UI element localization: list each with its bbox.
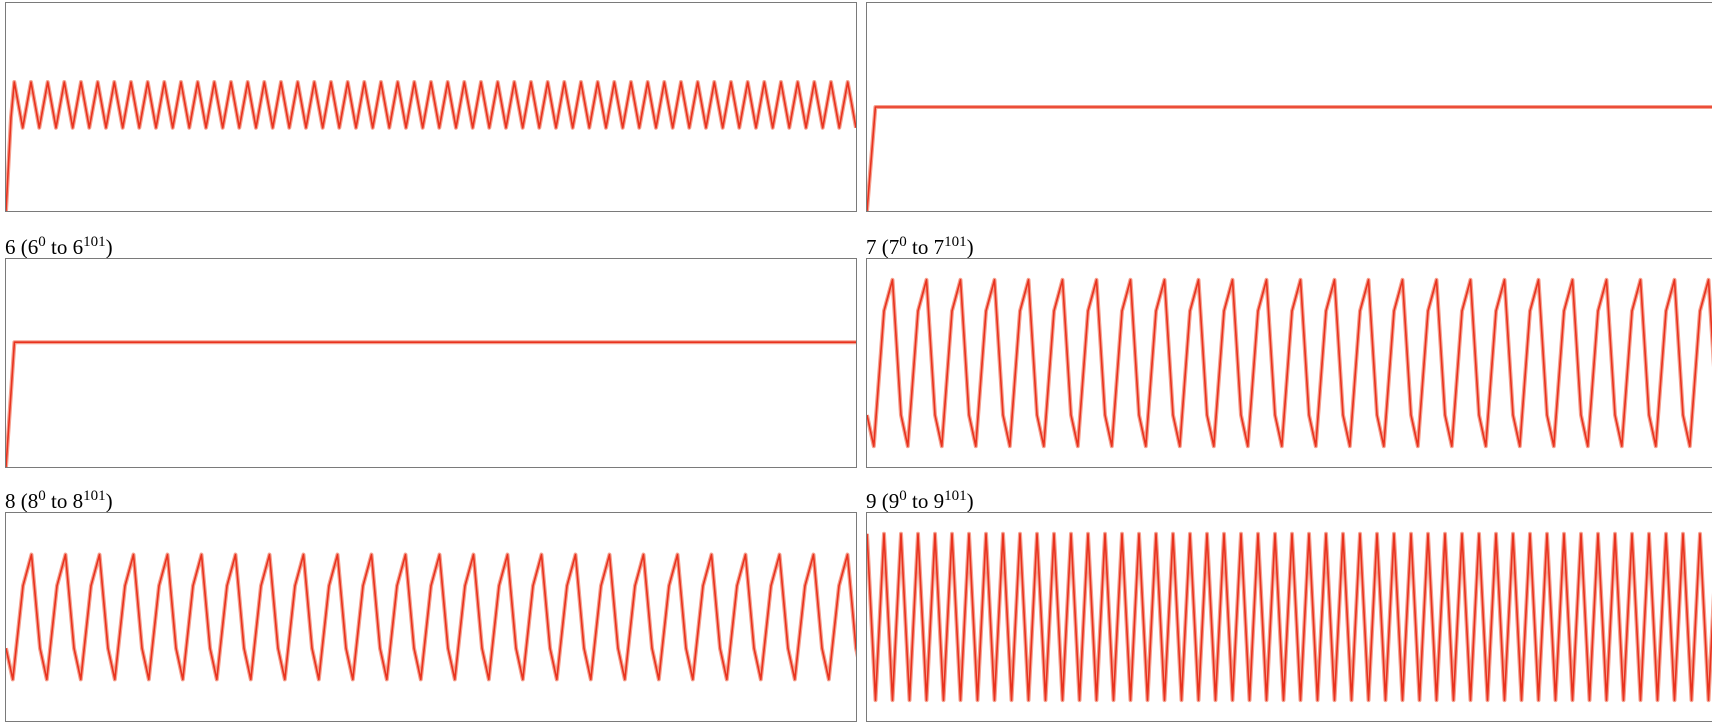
chart-3-plot — [6, 340, 856, 467]
chart-6-plot — [867, 531, 1712, 703]
chart-panel-3 — [5, 258, 857, 468]
chart-panel-5 — [5, 512, 857, 722]
series-line-4-0 — [867, 278, 1712, 447]
chart-4-plot — [867, 277, 1712, 449]
chart-2-plot — [867, 105, 1712, 211]
series-line-6-0 — [867, 532, 1712, 701]
series-halo-3-0 — [6, 340, 856, 467]
series-halo-2-0 — [867, 105, 1712, 211]
series-line-1-0 — [6, 81, 856, 211]
series-halo-4-0 — [867, 277, 1712, 449]
chart-panel-6 — [866, 512, 1712, 722]
chart-4-title: 7 (70 to 7101) — [866, 234, 974, 259]
chart-3-title: 6 (60 to 6101) — [5, 234, 113, 259]
chart-6-title: 9 (90 to 9101) — [866, 488, 974, 513]
chart-panel-4 — [866, 258, 1712, 468]
series-halo-1-0 — [6, 80, 856, 211]
chart-5-plot — [6, 552, 856, 682]
series-line-5-0 — [6, 553, 856, 681]
chart-5-title: 8 (80 to 8101) — [5, 488, 113, 513]
series-line-3-0 — [6, 341, 856, 467]
chart-1-plot — [6, 80, 856, 211]
chart-panel-1 — [5, 2, 857, 212]
series-line-2-0 — [867, 106, 1712, 211]
chart-panel-2 — [866, 2, 1712, 212]
